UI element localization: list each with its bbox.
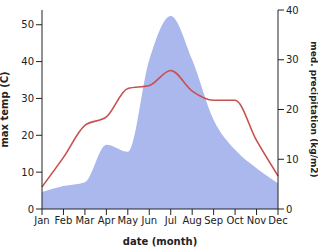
svg-text:Jul: Jul: [164, 215, 177, 226]
svg-text:May: May: [117, 215, 138, 226]
svg-text:Nov: Nov: [247, 215, 267, 226]
svg-text:40: 40: [286, 5, 299, 16]
svg-text:20: 20: [21, 130, 34, 141]
svg-text:30: 30: [286, 54, 299, 65]
svg-text:Aug: Aug: [182, 215, 202, 226]
svg-text:Oct: Oct: [226, 215, 243, 226]
svg-text:Jun: Jun: [140, 215, 157, 226]
svg-text:date (month): date (month): [123, 236, 197, 247]
svg-text:Jan: Jan: [33, 215, 49, 226]
svg-text:Mar: Mar: [75, 215, 95, 226]
svg-text:10: 10: [286, 154, 299, 165]
svg-text:Dec: Dec: [268, 215, 287, 226]
svg-text:Feb: Feb: [55, 215, 73, 226]
svg-text:Sep: Sep: [204, 215, 223, 226]
svg-text:med. precipitation (kg/m2): med. precipitation (kg/m2): [309, 41, 310, 177]
svg-text:0: 0: [28, 204, 34, 215]
svg-text:0: 0: [286, 204, 292, 215]
svg-text:40: 40: [21, 56, 34, 67]
svg-text:10: 10: [21, 167, 34, 178]
svg-text:50: 50: [21, 19, 34, 30]
svg-text:max temp (C): max temp (C): [8, 71, 10, 147]
svg-text:30: 30: [21, 93, 34, 104]
svg-text:20: 20: [286, 104, 299, 115]
svg-text:Apr: Apr: [98, 215, 116, 226]
